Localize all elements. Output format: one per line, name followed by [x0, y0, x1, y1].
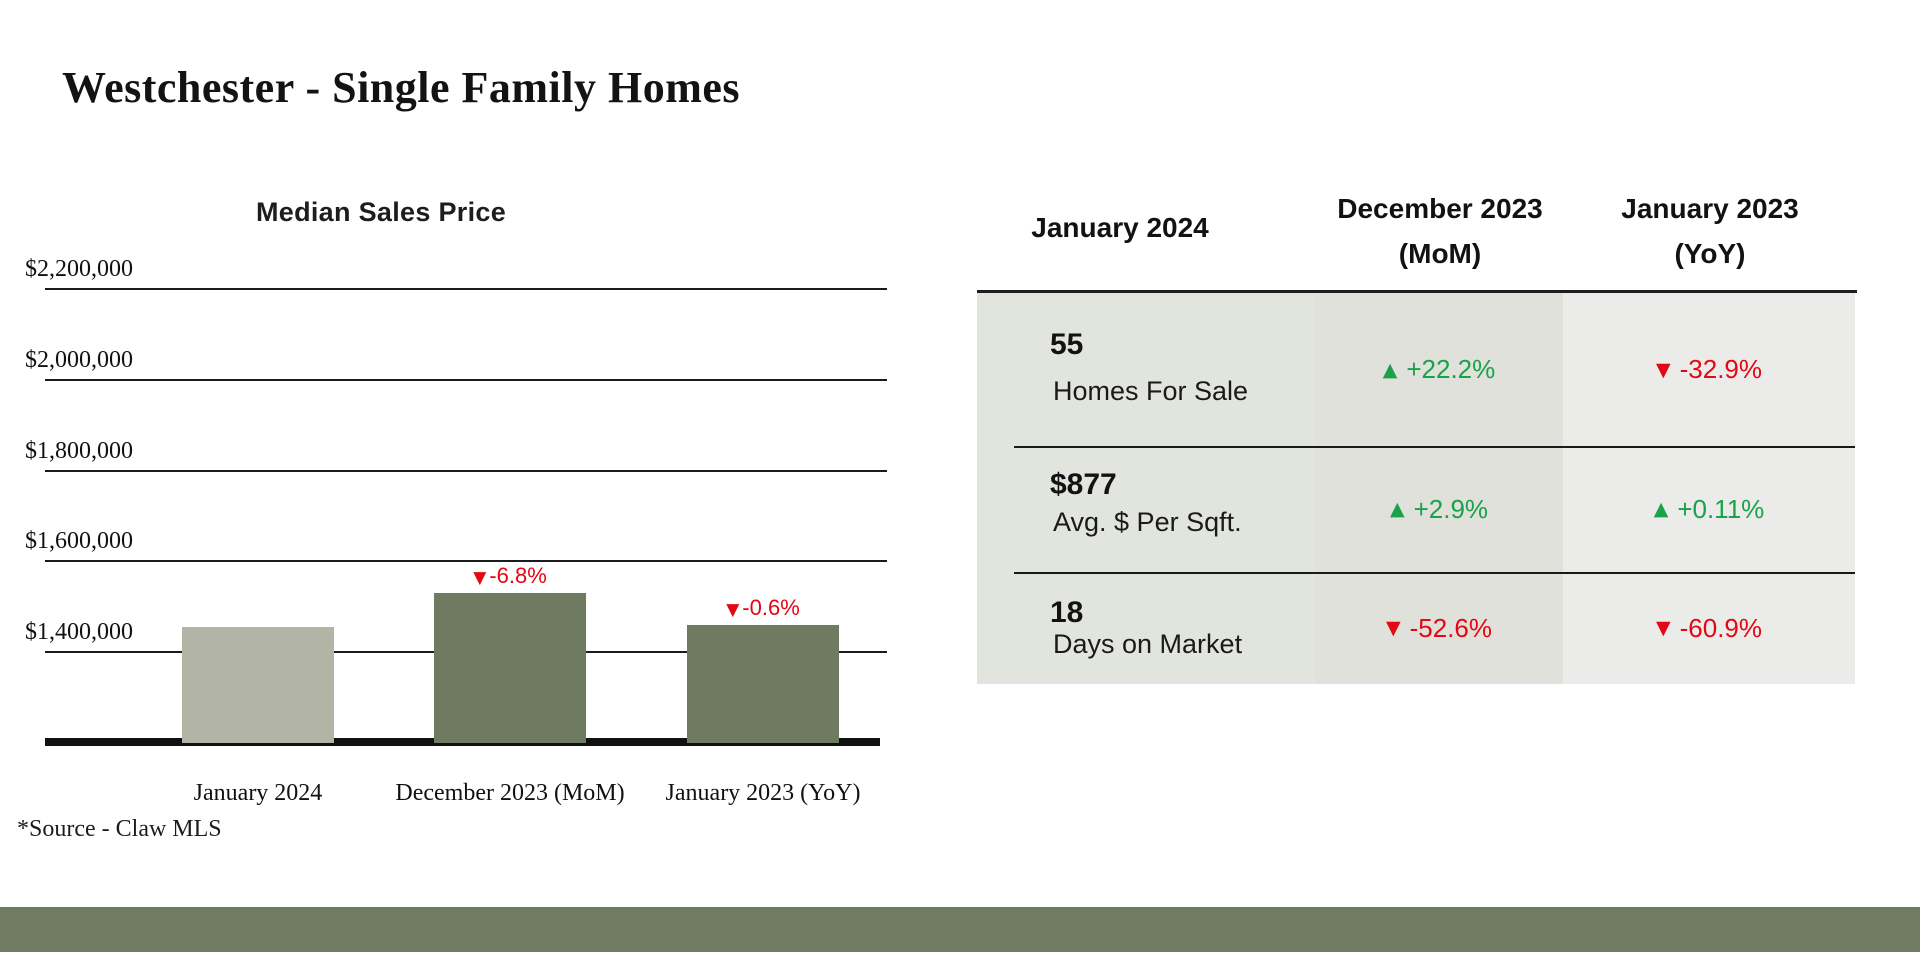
chart-gridline — [45, 288, 887, 290]
y-axis-tick-label: $1,800,000 — [25, 437, 133, 464]
trend-value: +22.2% — [1406, 354, 1496, 384]
avg-price-per-sqft-yoy-change: ▲ +0.11% — [1563, 446, 1855, 572]
trend-value: -32.9% — [1679, 354, 1762, 384]
bar-2 — [687, 624, 839, 743]
trend-value: +2.9% — [1413, 493, 1489, 524]
bar-0 — [182, 627, 334, 743]
trend-value: -52.6% — [1409, 612, 1492, 643]
table-column3-background — [1563, 293, 1855, 684]
homes-for-sale-mom-change: ▲ +22.2% — [1315, 293, 1563, 446]
bar-annotation: ▼ -0.6% — [653, 594, 873, 622]
avg-price-per-sqft-label: Avg. $ Per Sqft. — [1053, 507, 1242, 537]
annotation-value: -0.6% — [742, 594, 800, 620]
y-axis-tick-label: $2,000,000 — [25, 346, 133, 373]
trend-arrow-icon: ▲ — [1653, 498, 1669, 520]
table-row-divider — [1014, 446, 1855, 448]
table-header-january-2023-yoy: January 2023 (YoY) — [1555, 186, 1865, 276]
days-on-market-mom-change: ▼ -52.6% — [1315, 572, 1563, 684]
trend-arrow-icon: ▼ — [1655, 617, 1671, 639]
bar-annotation: ▼ -6.8% — [400, 562, 620, 590]
table-header-divider — [977, 290, 1857, 293]
table-header-january-2024: January 2024 — [950, 205, 1290, 250]
y-axis-tick-label: $2,200,000 — [25, 256, 133, 282]
footer-accent-band — [0, 907, 1920, 952]
annotation-value: -6.8% — [489, 563, 547, 589]
chart-gridline — [45, 378, 887, 381]
x-axis-category-label: January 2024 — [193, 780, 323, 806]
chart-gridline — [45, 469, 887, 472]
down-triangle-icon: ▼ — [473, 568, 487, 589]
homes-for-sale-label: Homes For Sale — [1053, 376, 1249, 406]
source-note: *Source - Claw MLS — [17, 816, 222, 842]
page-title: Westchester - Single Family Homes — [62, 63, 741, 112]
trend-arrow-icon: ▲ — [1382, 358, 1398, 381]
homes-for-sale-value: 55 — [1050, 328, 1084, 361]
days-on-market-yoy-change: ▼ -60.9% — [1563, 572, 1855, 684]
header-line1: January 2024 — [1031, 212, 1209, 243]
trend-arrow-icon: ▼ — [1385, 617, 1401, 639]
days-on-market-label: Days on Market — [1053, 629, 1243, 659]
table-column2-background — [1315, 293, 1563, 684]
header-line2: (MoM) — [1398, 238, 1482, 269]
header-line1: December 2023 — [1337, 193, 1543, 224]
homes-for-sale-yoy-change: ▼ -32.9% — [1563, 293, 1855, 446]
trend-arrow-icon: ▼ — [1655, 358, 1671, 381]
header-line1: January 2023 — [1621, 193, 1799, 224]
trend-value: +0.11% — [1677, 493, 1765, 524]
trend-arrow-icon: ▲ — [1389, 498, 1405, 520]
table-header-december-2023-mom: December 2023 (MoM) — [1280, 186, 1600, 276]
table-column1-background — [977, 293, 1315, 684]
chart-title: Median Sales Price — [255, 197, 507, 227]
y-axis-tick-label: $1,400,000 — [25, 619, 133, 646]
median-sales-price-chart: Median Sales Price $2,200,000 $2,000,000 $… — [0, 0, 960, 860]
table-row-divider — [1014, 572, 1855, 574]
avg-price-per-sqft-value: $877 — [1050, 468, 1117, 501]
chart-gridline — [45, 560, 887, 563]
y-axis-tick-label: $1,600,000 — [25, 528, 133, 555]
avg-price-per-sqft-mom-change: ▲ +2.9% — [1315, 446, 1563, 572]
bar-1 — [434, 593, 586, 743]
trend-value: -60.9% — [1679, 612, 1762, 643]
header-line2: (YoY) — [1674, 238, 1746, 269]
x-axis-category-label: January 2023 (YoY) — [665, 780, 861, 806]
x-axis-category-label: December 2023 (MoM) — [395, 780, 625, 806]
days-on-market-value: 18 — [1050, 596, 1084, 629]
down-triangle-icon: ▼ — [726, 599, 740, 620]
